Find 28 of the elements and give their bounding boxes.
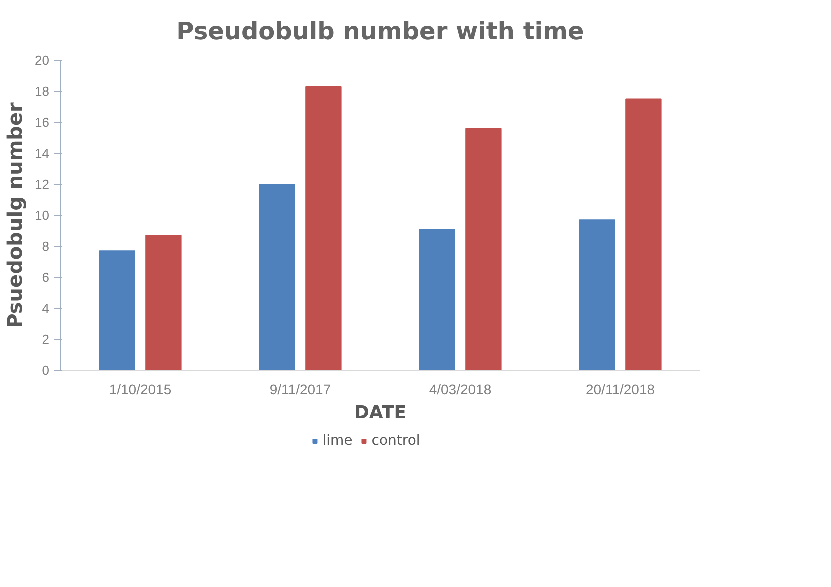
legend-label: lime <box>322 433 353 449</box>
legend-label: control <box>372 433 420 449</box>
x-axis-title: DATE <box>354 402 407 424</box>
y-tick-label: 10 <box>35 208 50 223</box>
bar <box>579 220 616 370</box>
x-tick-label: 20/11/2018 <box>586 382 656 398</box>
y-tick-label: 12 <box>35 177 50 192</box>
y-tick-label: 14 <box>35 146 50 161</box>
chart-title: Pseudobulb number with time <box>176 18 584 46</box>
bar <box>466 128 502 370</box>
bar <box>99 250 136 370</box>
y-tick-label: 6 <box>42 270 50 285</box>
y-tick-label: 0 <box>42 363 50 378</box>
y-tick-label: 4 <box>42 301 50 316</box>
x-tick-label: 9/11/2017 <box>270 382 332 398</box>
x-tick-label: 4/03/2018 <box>429 382 492 398</box>
bar <box>626 98 662 370</box>
bar <box>306 86 342 370</box>
y-tick-label: 20 <box>35 53 50 68</box>
x-tick-label: 1/10/2015 <box>109 382 172 398</box>
bar <box>146 235 182 370</box>
y-tick-label: 18 <box>35 84 50 99</box>
y-tick-label: 8 <box>42 239 50 254</box>
y-axis-title: Psuedobulg number <box>3 102 28 328</box>
y-tick-label: 16 <box>35 115 50 130</box>
y-tick-label: 2 <box>42 332 50 347</box>
bar <box>259 184 296 370</box>
bar <box>419 228 456 370</box>
